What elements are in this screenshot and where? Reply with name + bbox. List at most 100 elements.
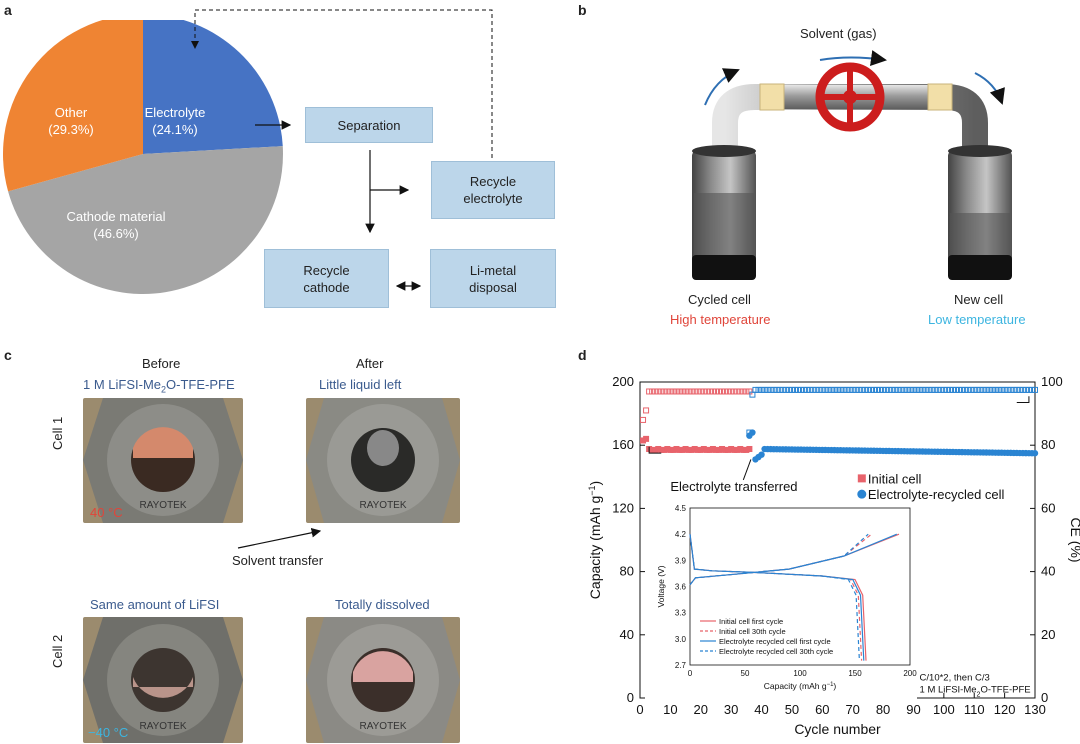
recycled-ce-point [855,386,862,393]
cell2-after-photo: RAYOTEK [306,617,460,743]
recycled-ce-point [968,386,975,393]
recycled-ce-point [746,429,753,436]
recycled-ce-point [837,386,844,393]
recycled-ce-point [861,386,868,393]
initial-ce-point [709,388,716,395]
recycled-ce-point [922,386,929,393]
x-tick-label: 80 [876,702,890,717]
temp-40-label: 40 °C [90,505,123,520]
initial-capacity-point [679,446,686,453]
recycled-ce-point [810,386,817,393]
initial-ce-point [655,388,662,395]
recycled-ce-point [834,386,841,393]
initial-capacity-point [661,446,668,453]
legend-marker-recycled [857,489,867,499]
recycled-ce-point [971,386,978,393]
recycled-ce-point [907,386,914,393]
inset-y-tick-label: 4.2 [675,530,687,539]
inset-y-tick-label: 4.5 [675,504,687,513]
inset-y-tick-label: 3.6 [675,583,687,592]
totally-dissolved-label: Totally dissolved [335,597,430,612]
y2-tick-label: 80 [1041,437,1055,452]
recycled-ce-point [791,386,798,393]
recycled-ce-point [934,386,941,393]
box-separation: Separation [305,107,433,143]
recycled-ce-point [886,386,893,393]
inset-legend-label: Initial cell first cycle [719,617,783,626]
x-tick-label: 90 [906,702,920,717]
capacity-cycling-chart: 0 10 20 30 40 50 60 70 80 90 100 110 120 130040801201… [587,374,1080,737]
recycled-ce-point [831,386,838,393]
x-tick-label: 120 [994,702,1016,717]
inset-legend-label: Initial cell 30th cycle [719,627,786,636]
recycled-ce-point [1013,386,1020,393]
solvent-gas-label: Solvent (gas) [800,26,877,41]
recycled-ce-point [798,386,805,393]
recycled-ce-point [843,386,850,393]
recycled-ce-point [801,386,808,393]
x-tick-label: 110 [964,702,985,717]
recycled-ce-point [892,386,899,393]
x-tick-label: 40 [754,702,768,717]
y-tick-label: 120 [612,500,634,515]
recycled-ce-point [767,386,774,393]
initial-ce-point [682,388,689,395]
initial-ce-point [706,388,713,395]
recycled-ce-point [1016,386,1023,393]
inset-frame [689,507,911,666]
initial-ce-point [670,388,677,395]
inset-x-tick-label: 0 [688,669,693,678]
panel-label-c: c [4,347,12,363]
recycled-ce-point [867,386,874,393]
recycled-ce-point [925,386,932,393]
low-temp-label: Low temperature [928,312,1026,327]
cell1-after-photo: RAYOTEK [306,398,460,523]
recycled-ce-point [965,386,972,393]
initial-capacity-point [709,445,716,452]
initial-ce-point [661,388,668,395]
condition-line-1: C/10*2, then C/3 [920,673,990,684]
recycled-ce-point [946,386,953,393]
little-liquid-label: Little liquid left [319,377,402,392]
recycled-ce-point [916,386,923,393]
inset-recycled-30th-charge [689,533,869,586]
box-li-metal-disposal: Li-metal disposal [430,249,556,308]
initial-ce-point [722,388,729,395]
recycled-ce-point [1019,386,1026,393]
initial-capacity-point [734,446,741,453]
inset-x-axis-title: Capacity (mAh g−1) [764,681,837,691]
initial-ce-point [646,388,653,395]
recycled-ce-point [943,386,950,393]
y2-axis-title: CE (%) [1068,517,1080,562]
recycled-ce-point [782,386,789,393]
photo-stamp-1: RAYOTEK [139,500,186,511]
flow-arrows [191,9,493,291]
recycled-ce-point [983,386,990,393]
recycled-ce-point [785,386,792,393]
initial-ce-point [700,388,707,395]
recycled-ce-point [864,386,871,393]
initial-capacity-point [658,446,665,453]
recycled-ce-point [795,386,801,393]
pie-slice-cathode-material [8,146,284,295]
initial-capacity-point [703,446,710,453]
after-label: After [356,356,384,371]
legend-label-recycled: Electrolyte-recycled cell [868,487,1005,502]
initial-capacity-point [640,437,647,444]
initial-capacity-point [652,446,659,453]
flow-arc-top [819,50,887,66]
recycled-ce-point [977,386,984,393]
inset-y-tick-label: 2.7 [675,661,687,670]
initial-ce-point [688,388,695,395]
recycled-ce-point [819,386,826,393]
y-tick-label: 80 [620,564,634,579]
initial-capacity-point [728,445,735,452]
initial-ce-point [746,388,753,395]
y-tick-label: 40 [620,627,634,642]
initial-capacity-point [685,446,692,453]
inset-legend-label: Electrolyte recycled cell first cycle [719,637,831,646]
recycled-ce-point [874,386,880,393]
pie-slice-other [3,20,143,192]
recycled-ce-point [828,386,835,393]
initial-capacity-point [649,446,656,453]
